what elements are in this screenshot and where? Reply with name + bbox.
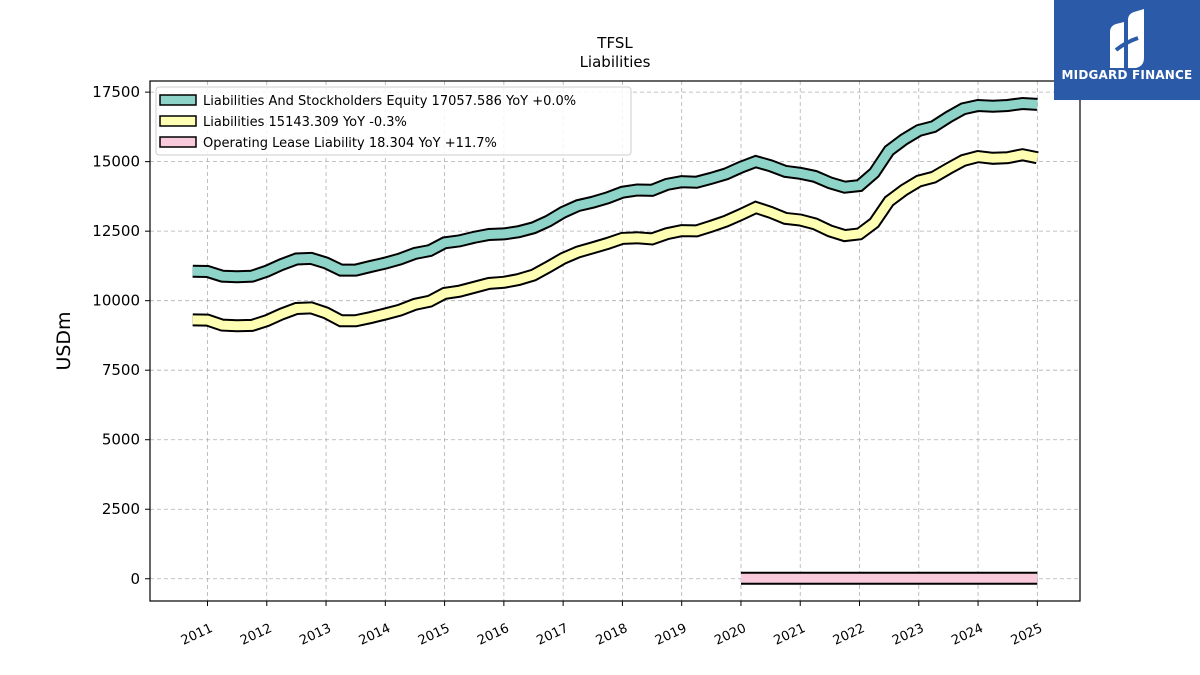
x-tick-label: 2016 (475, 621, 511, 649)
x-tick-label: 2014 (357, 621, 393, 649)
grid (150, 81, 1080, 601)
x-axis: 2011 2012 2013 2014 2015 2016 2017 2018 2019 2020… (179, 601, 1045, 649)
chart-subtitle: Liabilities (580, 53, 651, 71)
chart-title: TFSL (596, 34, 633, 52)
x-tick-label: 2012 (238, 621, 274, 649)
series-layer (192, 96, 1039, 585)
legend-label-lease: Operating Lease Liability 18.304 YoY +11… (203, 136, 497, 151)
midgard-logo-icon (1110, 9, 1144, 68)
y-tick-label: 15000 (92, 153, 140, 171)
plot-frame (149, 80, 1081, 602)
x-tick-label: 2025 (1009, 621, 1045, 649)
x-tick-label: 2013 (297, 621, 333, 649)
brand-logo: MIDGARD FINANCE (1054, 0, 1200, 100)
x-tick-label: 2022 (831, 621, 867, 649)
y-tick-label: 5000 (102, 431, 140, 449)
legend: Liabilities And Stockholders Equity 1705… (155, 86, 632, 156)
y-tick-label: 17500 (92, 83, 140, 101)
y-tick-label: 7500 (102, 361, 140, 379)
y-tick-label: 0 (130, 570, 140, 588)
y-axis: 0 2500 5000 7500 10000 12500 15000 17500 (92, 83, 150, 588)
legend-box (155, 86, 632, 156)
legend-swatch-equity (159, 94, 197, 106)
y-tick-label: 12500 (92, 222, 140, 240)
series-line-liabilities (192, 150, 1039, 331)
x-tick-label: 2020 (712, 621, 748, 649)
x-tick-label: 2024 (949, 621, 985, 649)
x-tick-label: 2015 (416, 621, 452, 649)
y-axis-label: USDm (53, 311, 75, 370)
legend-swatch-lease (159, 136, 197, 148)
series-line-equity (192, 98, 1038, 282)
y-tick-label: 2500 (102, 500, 140, 518)
legend-label-liabilities: Liabilities 15143.309 YoY -0.3% (203, 115, 407, 130)
x-tick-label: 2018 (594, 621, 630, 649)
legend-label-equity: Liabilities And Stockholders Equity 1705… (203, 94, 576, 109)
legend-swatch-liabilities (159, 115, 197, 127)
x-tick-label: 2011 (179, 621, 215, 649)
x-tick-label: 2017 (534, 621, 570, 649)
x-tick-label: 2023 (890, 621, 926, 649)
y-tick-label: 10000 (92, 292, 140, 310)
brand-name: MIDGARD FINANCE (1061, 68, 1193, 82)
x-tick-label: 2019 (653, 621, 689, 649)
x-tick-label: 2021 (772, 621, 808, 649)
